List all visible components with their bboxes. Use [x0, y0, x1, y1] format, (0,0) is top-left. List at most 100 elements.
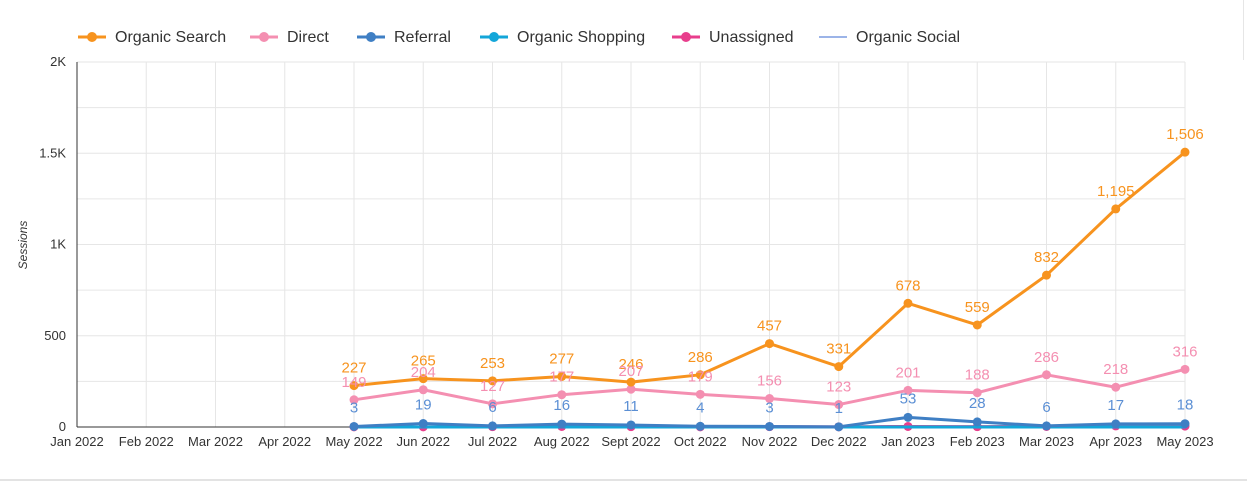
- data-label-referral: 6: [488, 399, 496, 416]
- x-tick-label: Sept 2022: [601, 434, 660, 449]
- data-label-organic-search: 678: [895, 277, 920, 294]
- series-group: [349, 147, 1190, 432]
- data-label-referral: 6: [1042, 399, 1050, 416]
- data-label-referral: 53: [900, 390, 917, 407]
- y-axis-title: Sessions: [16, 221, 30, 270]
- data-point-organic-search: [626, 377, 636, 387]
- data-point-organic-search: [695, 370, 705, 380]
- data-label-direct: 218: [1103, 361, 1128, 378]
- legend-item-referral[interactable]: Referral: [357, 29, 451, 46]
- x-tick-label: Oct 2022: [674, 434, 727, 449]
- x-tick-label: Mar 2022: [188, 434, 243, 449]
- x-tick-label: Aug 2022: [534, 434, 590, 449]
- data-label-direct: 179: [688, 368, 713, 385]
- data-label-referral: 1: [835, 400, 843, 417]
- data-point-organic-search: [834, 362, 844, 372]
- data-label-direct: 149: [341, 374, 366, 391]
- data-point-organic-search: [765, 339, 774, 349]
- data-point-organic-search: [488, 376, 497, 386]
- legend[interactable]: Organic Search Direct Referral Organic Shop…: [78, 29, 960, 46]
- data-point-organic-search: [418, 374, 428, 384]
- x-tick-label: Feb 2023: [950, 434, 1005, 449]
- legend-marker-organic-shopping: [489, 32, 499, 42]
- data-label-direct: 127: [480, 378, 505, 395]
- x-tick-label: Mar 2023: [1019, 434, 1074, 449]
- data-label-organic-search: 253: [480, 355, 505, 372]
- legend-label-organic-search: Organic Search: [115, 29, 226, 46]
- data-point-organic-search: [1180, 147, 1190, 157]
- x-tick-label: May 2023: [1156, 434, 1213, 449]
- data-point-referral: [1180, 419, 1190, 429]
- x-tick-label: Jan 2023: [881, 434, 935, 449]
- data-point-direct: [557, 390, 567, 400]
- data-label-organic-search: 331: [826, 341, 851, 358]
- data-point-referral: [626, 420, 636, 430]
- data-label-organic-search: 1,195: [1097, 183, 1135, 200]
- data-point-direct: [1111, 382, 1121, 392]
- y-tick-label: 2K: [50, 54, 66, 69]
- data-label-organic-search: 227: [341, 360, 366, 377]
- y-tick-label: 1K: [50, 237, 66, 252]
- data-label-organic-search: 832: [1034, 249, 1059, 266]
- y-tick-label: 0: [59, 419, 66, 434]
- grid: [76, 61, 1186, 428]
- data-label-organic-search: 246: [618, 356, 643, 373]
- data-label-direct: 123: [826, 379, 851, 396]
- legend-marker-referral: [366, 32, 376, 42]
- data-label-referral: 18: [1177, 397, 1194, 414]
- data-point-organic-search: [1111, 204, 1121, 214]
- data-point-referral: [903, 412, 913, 422]
- legend-label-direct: Direct: [287, 29, 329, 46]
- data-point-direct: [418, 385, 428, 395]
- legend-label-unassigned: Unassigned: [709, 29, 794, 46]
- data-point-direct: [972, 388, 982, 398]
- data-point-direct: [834, 400, 844, 410]
- legend-marker-direct: [259, 32, 269, 42]
- x-tick-label: Jan 2022: [50, 434, 104, 449]
- data-point-organic-search: [557, 371, 567, 381]
- legend-label-organic-shopping: Organic Shopping: [517, 29, 645, 46]
- data-point-referral: [349, 421, 359, 431]
- data-point-organic-search: [1042, 270, 1051, 280]
- data-label-direct: 204: [411, 364, 436, 381]
- data-label-referral: 4: [696, 399, 704, 416]
- x-tick-label: Dec 2022: [811, 434, 867, 449]
- data-point-referral: [557, 419, 567, 429]
- data-label-organic-search: 265: [411, 353, 436, 370]
- data-labels: 227 265 253 277 246 2864573316785598321,1951,…: [341, 126, 1203, 417]
- data-label-referral: 19: [415, 397, 432, 414]
- legend-item-direct[interactable]: Direct: [250, 29, 329, 46]
- data-point-referral: [765, 421, 774, 431]
- data-point-referral: [1111, 419, 1121, 429]
- legend-label-organic-social: Organic Social: [856, 29, 960, 46]
- data-point-organic-search: [972, 320, 982, 330]
- data-point-referral: [418, 419, 428, 429]
- data-label-referral: 28: [969, 395, 986, 412]
- legend-item-organic-search[interactable]: Organic Search: [78, 29, 226, 46]
- x-tick-label: Jul 2022: [468, 434, 517, 449]
- data-label-organic-search: 559: [965, 299, 990, 316]
- data-label-organic-search: 457: [757, 318, 782, 335]
- data-point-direct: [695, 389, 705, 399]
- legend-item-organic-social[interactable]: Organic Social: [819, 29, 960, 46]
- data-label-referral: 11: [623, 398, 639, 415]
- legend-item-organic-shopping[interactable]: Organic Shopping: [480, 29, 645, 46]
- data-point-direct: [765, 394, 774, 404]
- data-point-referral: [488, 421, 497, 431]
- data-point-direct: [488, 399, 497, 409]
- data-label-direct: 316: [1172, 343, 1197, 360]
- data-point-direct: [1042, 370, 1051, 380]
- data-label-direct: 207: [618, 363, 643, 380]
- data-point-referral: [972, 417, 982, 427]
- x-tick-label: Jun 2022: [397, 434, 451, 449]
- axes: 0 500 1K 1.5K 2K Jan 2022 Feb 2022 Mar 2022 Apr …: [39, 54, 1213, 449]
- data-point-referral: [695, 421, 705, 431]
- y-tick-label: 1.5K: [39, 145, 66, 160]
- x-tick-label: Apr 2022: [258, 434, 311, 449]
- data-point-direct: [349, 395, 359, 405]
- data-label-organic-search: 277: [549, 350, 574, 367]
- data-label-referral: 16: [553, 397, 570, 414]
- legend-item-unassigned[interactable]: Unassigned: [672, 29, 794, 46]
- data-label-referral: 17: [1107, 397, 1124, 414]
